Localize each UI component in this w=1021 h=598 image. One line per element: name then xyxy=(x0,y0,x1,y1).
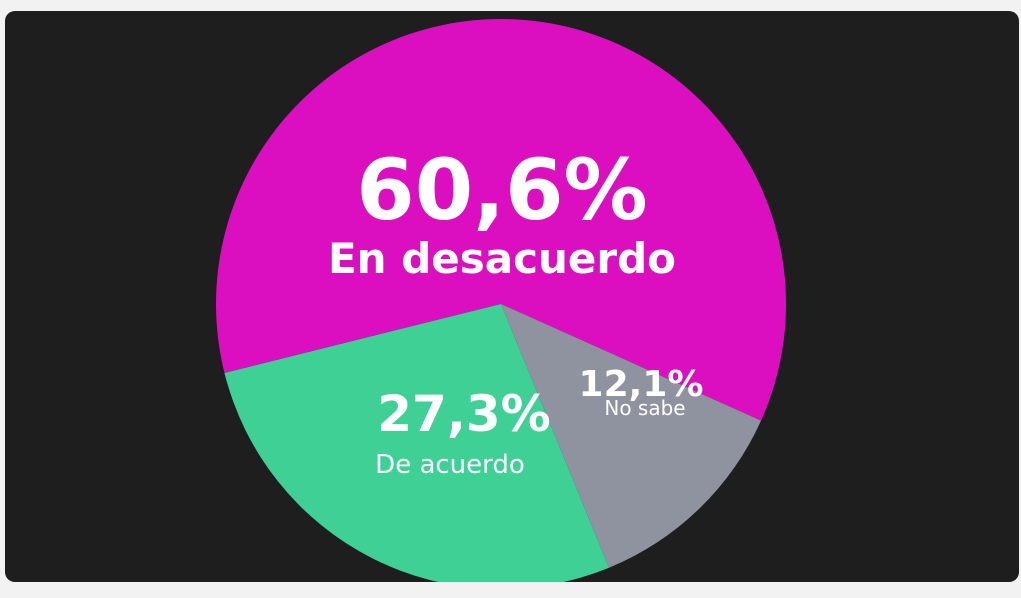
slice-label-en-desacuerdo: En desacuerdo xyxy=(328,234,676,283)
pie-slices xyxy=(216,19,787,582)
slice-value-en-desacuerdo: 60,6% xyxy=(356,141,647,239)
pie-chart: 60,6% En desacuerdo 12,1% No sabe 27,3% … xyxy=(216,19,787,582)
slice-value-no-sabe: 12,1% xyxy=(579,364,704,405)
slice-value-de-acuerdo: 27,3% xyxy=(377,385,550,443)
pie-slice-no-sabe xyxy=(501,304,762,568)
chart-frame: 60,6% En desacuerdo 12,1% No sabe 27,3% … xyxy=(5,11,1019,582)
pie-labels: 60,6% En desacuerdo 12,1% No sabe 27,3% … xyxy=(328,141,703,480)
pie-slice-de-acuerdo xyxy=(224,304,610,582)
slice-label-de-acuerdo: De acuerdo xyxy=(375,450,525,480)
slice-label-no-sabe: No sabe xyxy=(604,396,685,420)
pie-slice-en-desacuerdo xyxy=(216,19,787,421)
